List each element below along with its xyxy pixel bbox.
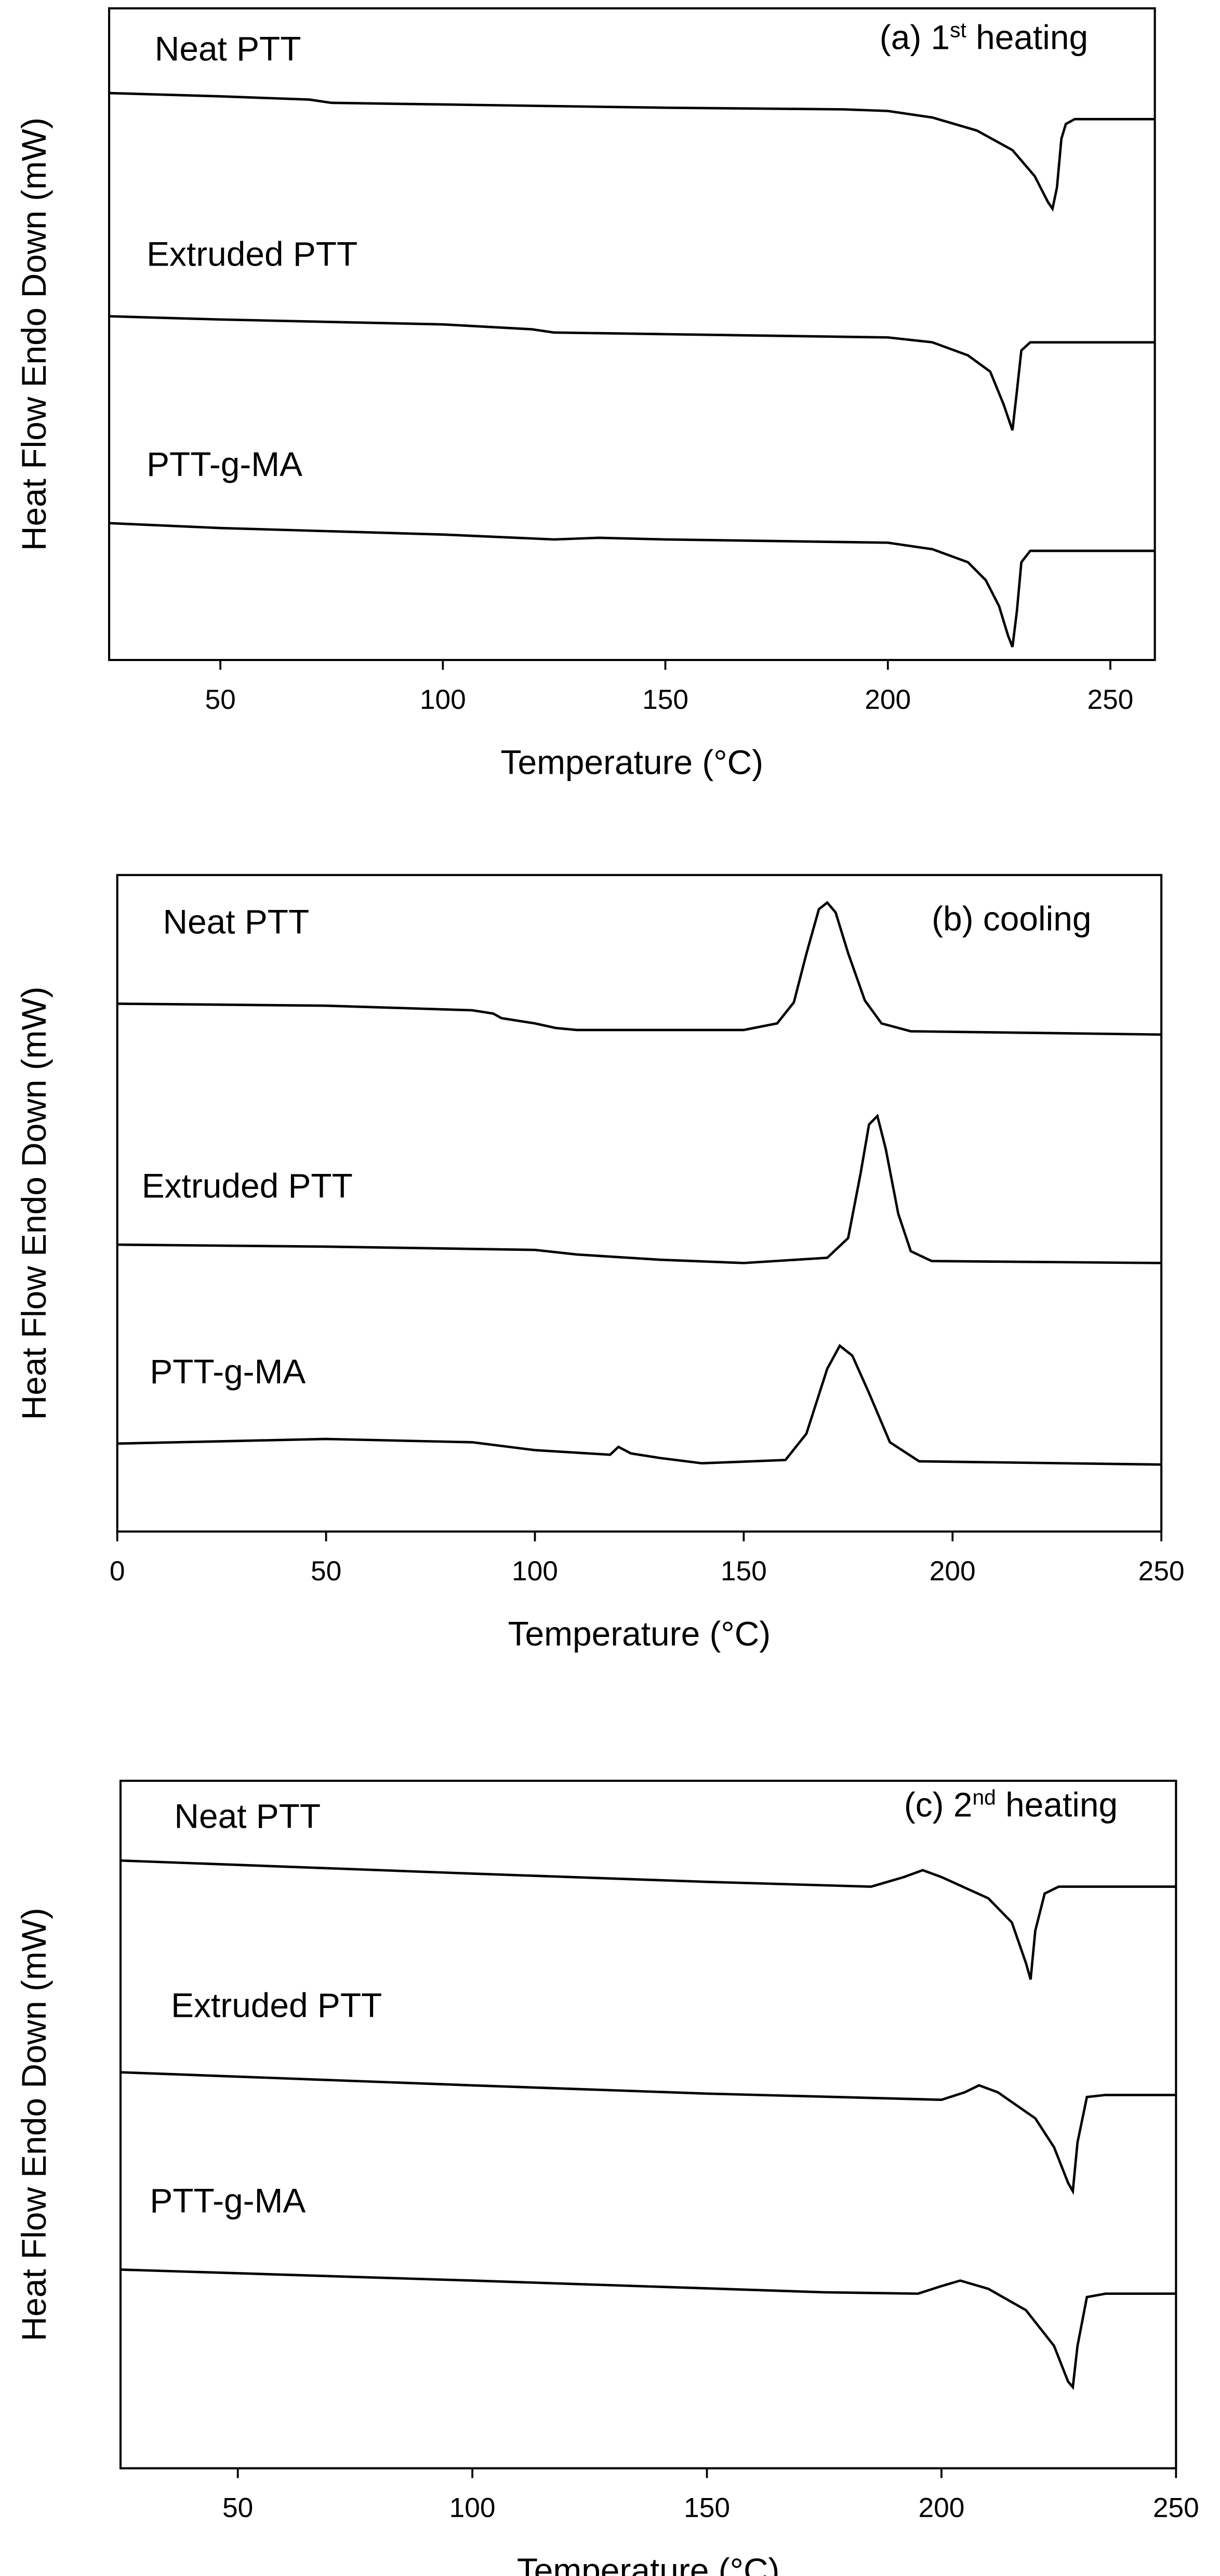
x-tick-label: 250 <box>1153 2493 1199 2524</box>
x-tick-label: 200 <box>930 1556 976 1587</box>
series-label: Extruded PTT <box>171 1986 382 2024</box>
x-tick-label: 50 <box>205 684 236 715</box>
annotation: (a) 1st heating <box>880 18 1088 56</box>
annotation-part: nd <box>973 1786 996 1809</box>
series-label: Neat PTT <box>155 29 301 68</box>
plot-frame <box>119 1779 1177 2469</box>
series-line <box>120 2268 1176 2390</box>
annotation-part: heating <box>996 1786 1118 1824</box>
x-tick-label: 200 <box>918 2493 964 2524</box>
x-axis-label: Temperature (°C) <box>508 1615 771 1653</box>
annotation-part: (c) 2 <box>904 1786 973 1824</box>
series-line <box>117 1113 1162 1264</box>
annotation-part: st <box>950 18 966 42</box>
y-axis-label: Heat Flow Endo Down (mW) <box>15 1908 53 2341</box>
series-line <box>120 2071 1176 2196</box>
x-tick-label: 150 <box>684 2493 730 2524</box>
x-tick-label: 50 <box>222 2493 253 2524</box>
series-line <box>117 901 1162 1036</box>
x-axis-label: Temperature (°C) <box>501 743 764 781</box>
x-tick-label: 150 <box>642 684 688 715</box>
annotation-part: heating <box>966 18 1088 56</box>
x-tick-label: 100 <box>420 684 466 715</box>
series-label: Extruded PTT <box>147 234 357 273</box>
x-tick-label: 100 <box>512 1556 558 1587</box>
plot-frame <box>108 7 1156 662</box>
series-line <box>120 1859 1176 1980</box>
x-tick-label: 150 <box>721 1556 767 1587</box>
series-label: PTT-g-MA <box>150 2182 306 2220</box>
series-label: Neat PTT <box>174 1797 321 1835</box>
chart: 50 100 150 200 250 Temperature (°C) Heat Flow … <box>15 1779 1199 2576</box>
annotation-part: (b) cooling <box>932 899 1091 937</box>
series-line <box>109 91 1155 212</box>
series-line <box>109 522 1155 648</box>
chart: 0 50 100 150 200 250 Temperature (°C) Heat Flow… <box>15 874 1185 1653</box>
chart: 50 100 150 200 250 Temperature (°C) Heat Flow … <box>15 7 1156 781</box>
x-axis-label: Temperature (°C) <box>517 2551 780 2576</box>
x-tick-label: 250 <box>1088 684 1134 715</box>
series-label: PTT-g-MA <box>147 445 302 483</box>
y-axis-label: Heat Flow Endo Down (mW) <box>15 117 53 551</box>
series-label: Neat PTT <box>163 903 309 941</box>
series-label: PTT-g-MA <box>150 1352 306 1391</box>
x-tick-label: 200 <box>865 684 911 715</box>
y-axis-label: Heat Flow Endo Down (mW) <box>15 986 53 1420</box>
x-tick-label: 100 <box>449 2493 496 2524</box>
annotation-part: (a) 1 <box>880 18 950 56</box>
x-tick-label: 250 <box>1138 1556 1185 1587</box>
x-tick-label: 50 <box>311 1556 341 1587</box>
series-line <box>117 1344 1162 1466</box>
series-label: Extruded PTT <box>142 1167 353 1205</box>
x-tick-label: 0 <box>110 1556 125 1587</box>
series-line <box>109 315 1155 431</box>
plot-frame <box>116 874 1163 1533</box>
annotation: (c) 2nd heating <box>904 1786 1118 1824</box>
annotation: (b) cooling <box>932 899 1091 937</box>
